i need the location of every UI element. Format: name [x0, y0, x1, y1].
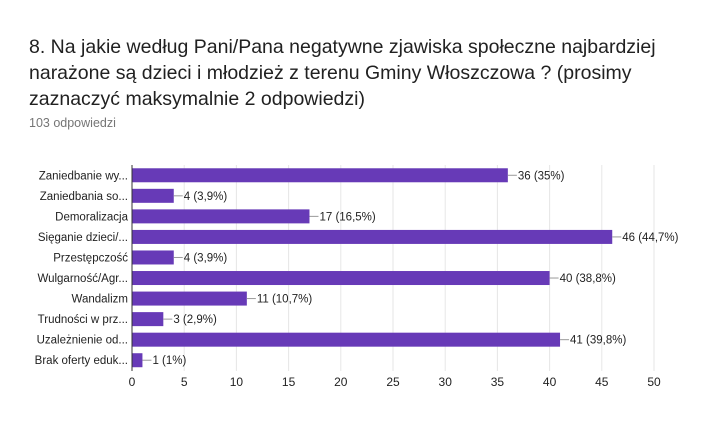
- category-label: Trudności w prz...: [38, 314, 128, 326]
- data-label: 41 (39,8%): [570, 335, 626, 347]
- data-label: 1 (1%): [152, 355, 186, 367]
- category-label: Zaniedbania so...: [40, 191, 128, 203]
- x-tick-label: 35: [491, 375, 505, 389]
- category-label: Demoralizacja: [55, 211, 128, 223]
- x-tick-label: 45: [595, 375, 609, 389]
- bar: [132, 271, 550, 286]
- x-tick-label: 10: [230, 375, 244, 389]
- x-tick-label: 30: [439, 375, 453, 389]
- x-tick-label: 0: [129, 375, 136, 389]
- bar: [132, 353, 143, 368]
- bar: [132, 332, 561, 347]
- x-tick-label: 40: [543, 375, 557, 389]
- data-label: 3 (2,9%): [173, 314, 217, 326]
- x-tick-label: 15: [282, 375, 296, 389]
- bar: [132, 168, 508, 183]
- data-label: 40 (38,8%): [560, 273, 616, 285]
- response-count: 103 odpowiedzi: [29, 116, 116, 130]
- data-label: 46 (44,7%): [622, 232, 678, 244]
- x-tick-label: 5: [181, 375, 188, 389]
- x-tick-label: 50: [647, 375, 661, 389]
- question-title: 8. Na jakie według Pani/Pana negatywne z…: [29, 36, 656, 110]
- bar: [132, 291, 247, 306]
- bar: [132, 312, 164, 327]
- bar: [132, 188, 174, 203]
- bar: [132, 229, 613, 244]
- bar: [132, 250, 174, 265]
- x-tick-label: 20: [334, 375, 348, 389]
- category-label: Zaniedbanie wy...: [39, 170, 128, 182]
- category-label: Wandalizm: [72, 294, 128, 306]
- category-label: Wulgarność/Agr...: [37, 273, 128, 285]
- category-label: Sięganie dzieci/...: [38, 232, 128, 244]
- data-label: 4 (3,9%): [184, 191, 228, 203]
- bar: [132, 209, 310, 224]
- category-label: Uzależnienie od...: [37, 335, 128, 347]
- category-label: Brak oferty eduk...: [35, 355, 128, 367]
- category-label: Przestępczość: [53, 252, 128, 264]
- data-label: 11 (10,7%): [257, 294, 313, 306]
- data-label: 36 (35%): [518, 170, 565, 182]
- data-label: 17 (16,5%): [319, 211, 375, 223]
- x-tick-label: 25: [386, 375, 400, 389]
- data-label: 4 (3,9%): [184, 252, 228, 264]
